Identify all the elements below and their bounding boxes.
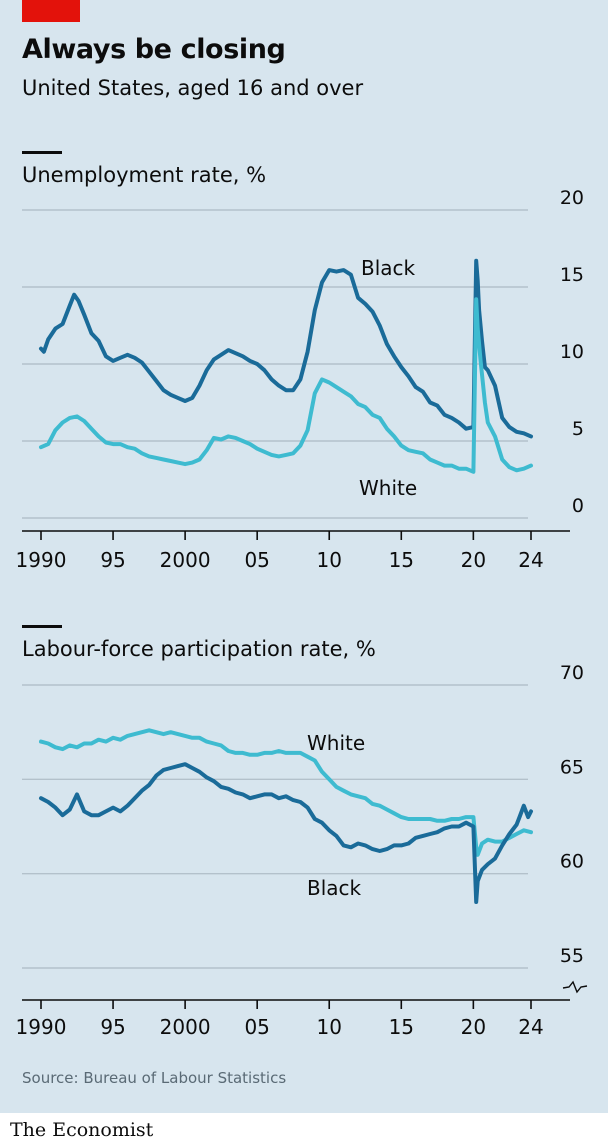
series-label-black: Black <box>307 876 362 900</box>
chart-title-rule <box>22 625 62 628</box>
x-tick-label: 2000 <box>160 548 211 572</box>
x-tick-label: 05 <box>244 1015 269 1039</box>
y-tick-label: 15 <box>560 264 584 286</box>
x-tick-label: 95 <box>100 1015 125 1039</box>
y-tick-label: 60 <box>560 851 584 873</box>
series-line-black <box>39 258 533 439</box>
series-label-black: Black <box>361 256 416 280</box>
publisher-logo: The Economist <box>10 1119 154 1141</box>
source-note: Source: Bureau of Labour Statistics <box>22 1069 287 1087</box>
participation-chart: 55 60 65 70 1990 95 2000 05 10 15 20 24 White Black <box>16 662 588 1039</box>
x-tick-label: 20 <box>461 548 486 572</box>
participation-chart-title: Labour-force participation rate, % <box>22 637 376 661</box>
x-tick-label: 10 <box>317 1015 342 1039</box>
x-tick-label: 1990 <box>16 548 67 572</box>
y-tick-label: 65 <box>560 756 584 778</box>
x-tick-label: 15 <box>389 548 414 572</box>
x-tick-label: 15 <box>389 1015 414 1039</box>
series-line-white <box>39 297 533 474</box>
x-tick-label: 2000 <box>160 1015 211 1039</box>
y-tick-label: 10 <box>560 341 584 363</box>
series-line-black <box>39 762 533 904</box>
chart-panel <box>0 0 608 1113</box>
x-tick-label: 1990 <box>16 1015 67 1039</box>
y-tick-label: 55 <box>560 945 584 967</box>
y-tick-label: 70 <box>560 662 584 684</box>
y-tick-label: 5 <box>572 418 584 440</box>
x-tick-label: 24 <box>518 548 543 572</box>
brand-red-tag <box>22 0 80 22</box>
series-label-white: White <box>359 476 417 500</box>
x-tick-label: 05 <box>244 548 269 572</box>
series-label-white: White <box>307 731 365 755</box>
chart-title-rule <box>22 151 62 154</box>
x-tick-label: 24 <box>518 1015 543 1039</box>
page-title: Always be closing <box>22 34 286 65</box>
x-tick-label: 95 <box>100 548 125 572</box>
axis-break-icon <box>562 980 588 994</box>
unemployment-chart-title: Unemployment rate, % <box>22 163 267 187</box>
y-tick-label: 20 <box>560 187 584 209</box>
y-tick-label: 0 <box>572 495 584 517</box>
x-tick-label: 20 <box>461 1015 486 1039</box>
page-subtitle: United States, aged 16 and over <box>22 76 364 100</box>
x-tick-label: 10 <box>317 548 342 572</box>
series-line-white <box>39 728 533 857</box>
